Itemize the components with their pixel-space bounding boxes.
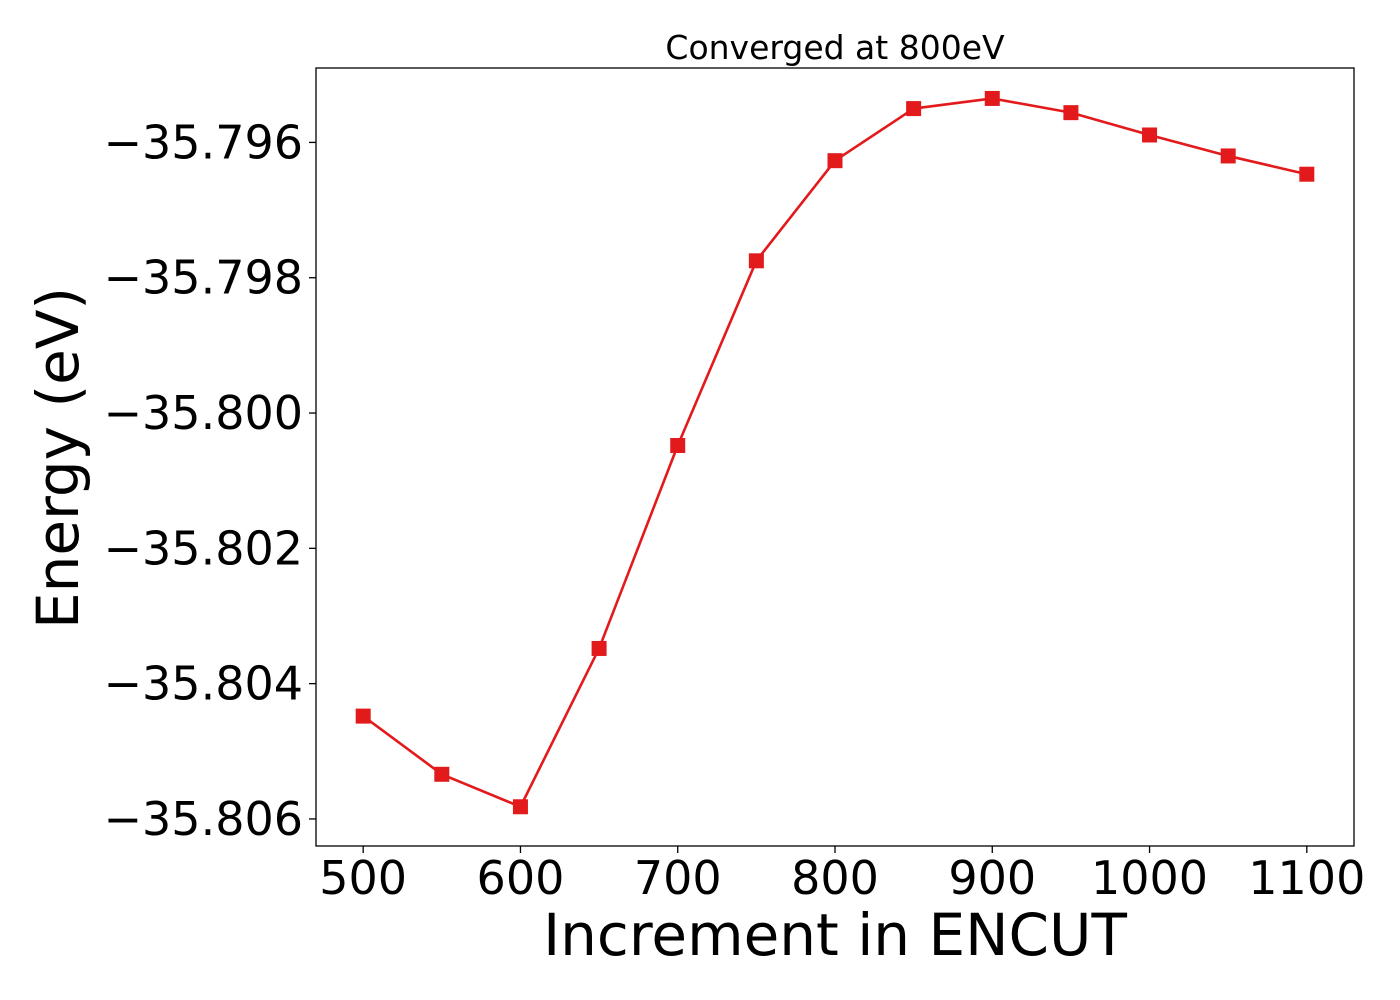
data-point-marker — [670, 438, 686, 453]
x-axis-ticks: 500 600 700 800 900 1000 1100 — [319, 846, 1365, 905]
data-point-marker — [355, 708, 371, 724]
series-line — [362, 97, 1308, 809]
x-tick-label: 800 — [791, 851, 879, 905]
plot-area — [315, 67, 1355, 847]
data-point-marker — [591, 640, 607, 656]
x-axis-label: Increment in ENCUT — [543, 901, 1127, 969]
data-point-marker — [1299, 166, 1315, 182]
x-tick-label: 900 — [948, 851, 1036, 905]
data-point-marker — [1142, 127, 1158, 143]
data-point-marker — [827, 153, 843, 169]
y-tick-label: −35.798 — [104, 251, 304, 305]
y-axis-ticks: −35.806 −35.804 −35.802 −35.800 −35.798 −35.7… — [104, 115, 316, 846]
chart-title: Converged at 800eV — [665, 28, 1005, 67]
data-point-marker — [1063, 105, 1079, 121]
x-tick-label: 1100 — [1248, 851, 1365, 905]
y-axis-label: Energy (eV) — [24, 287, 92, 629]
x-tick-label: 500 — [319, 851, 407, 905]
x-tick-label: 700 — [634, 851, 722, 905]
data-point-marker — [1220, 148, 1236, 164]
y-tick-label: −35.802 — [104, 521, 304, 575]
plot-frame — [315, 67, 1355, 847]
data-point-marker — [434, 766, 450, 782]
data-point-marker — [748, 253, 764, 269]
y-tick-label: −35.804 — [104, 657, 304, 711]
data-point-marker — [906, 101, 922, 117]
x-tick-label: 1000 — [1091, 851, 1208, 905]
data-point-marker — [984, 90, 1000, 106]
y-tick-label: −35.796 — [104, 115, 304, 169]
y-tick-label: −35.806 — [104, 792, 304, 846]
y-tick-label: −35.800 — [104, 386, 304, 440]
x-tick-label: 600 — [477, 851, 565, 905]
data-point-marker — [512, 799, 528, 815]
